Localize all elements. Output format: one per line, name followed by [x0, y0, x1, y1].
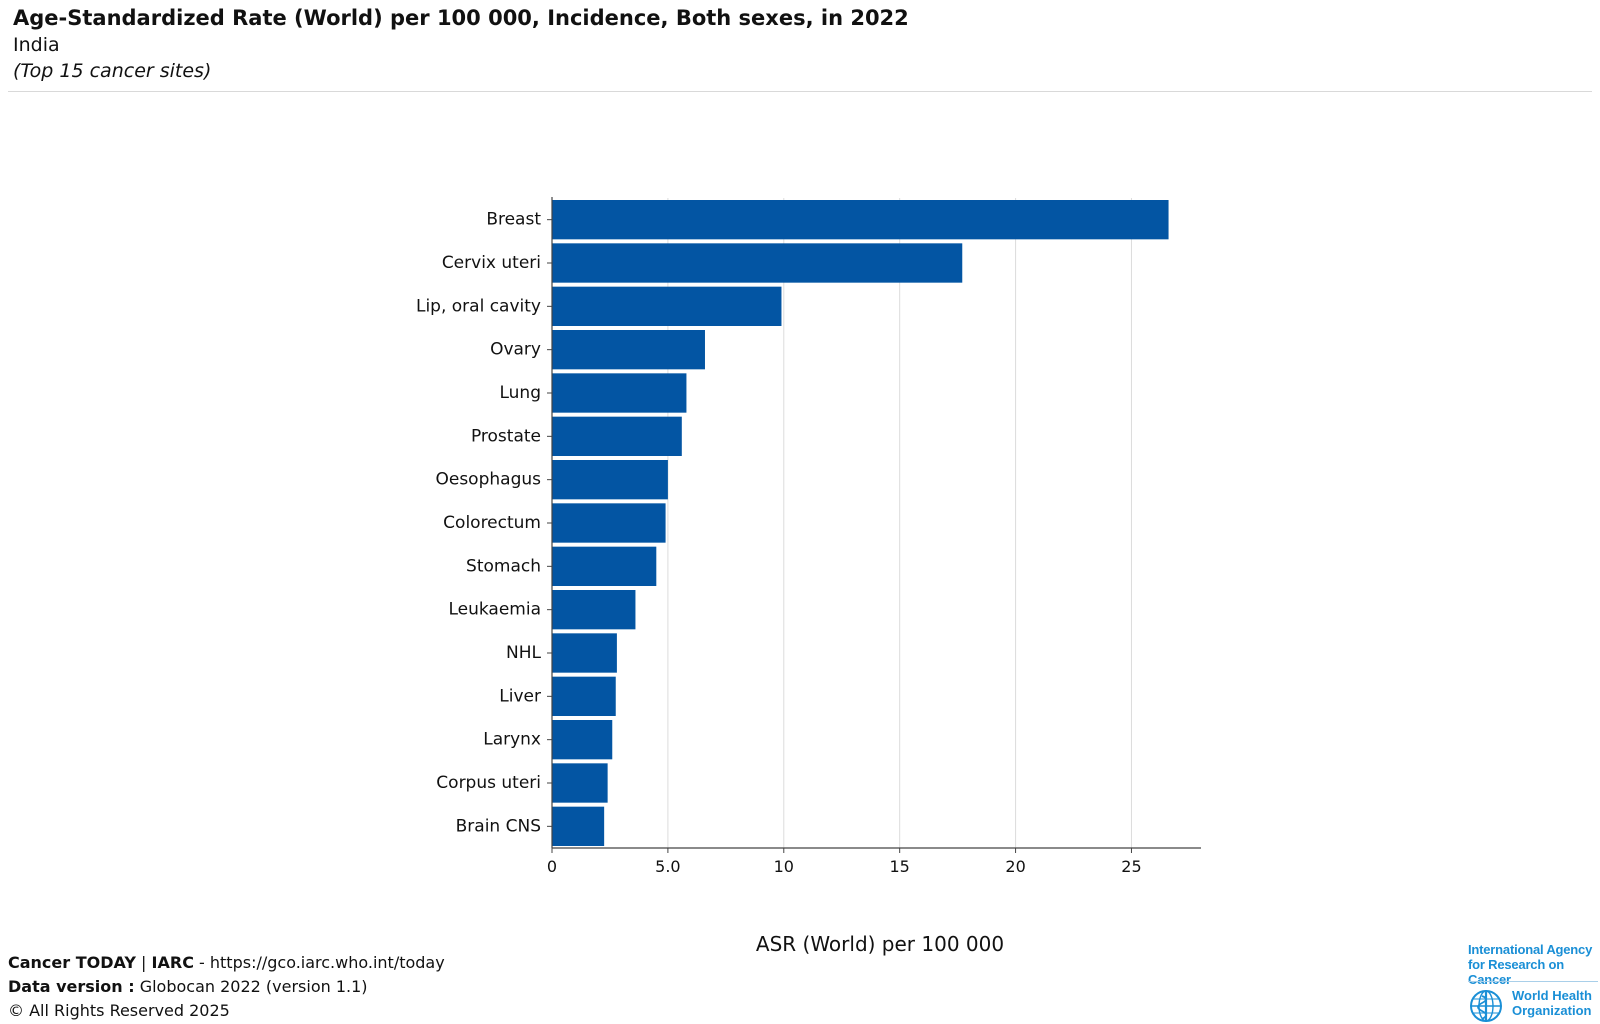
category-label-1: Cervix uteri — [442, 253, 541, 273]
footer-copyright: © All Rights Reserved 2025 — [8, 1001, 230, 1020]
chart-title: Age-Standardized Rate (World) per 100 00… — [13, 6, 909, 30]
bar-14 — [552, 806, 605, 846]
chart-note: (Top 15 cancer sites) — [13, 60, 212, 82]
logos: International Agency for Research on Can… — [1468, 942, 1600, 1022]
who-emblem-icon — [1470, 990, 1502, 1022]
bar-12 — [552, 720, 613, 760]
footer-version-value: Globocan 2022 (version 1.1) — [134, 977, 368, 996]
tick-labels: 0 5.0 10 15 20 25 — [547, 857, 1142, 876]
bar-7 — [552, 503, 666, 543]
who-logo-text: World Health Organization — [1512, 988, 1592, 1018]
category-label-4: Lung — [499, 383, 541, 403]
bar-6 — [552, 460, 668, 500]
footer-separator: | — [135, 953, 152, 972]
category-label-5: Prostate — [471, 426, 541, 446]
category-label-13: Corpus uteri — [436, 773, 541, 793]
category-label-8: Stomach — [466, 556, 541, 576]
bar-8 — [552, 546, 657, 586]
category-label-6: Oesophagus — [435, 470, 541, 490]
category-label-12: Larynx — [483, 730, 541, 750]
x-tick-label-1: 5.0 — [655, 857, 680, 876]
footer-url: - https://gco.iarc.who.int/today — [193, 953, 445, 972]
header-divider — [8, 91, 1592, 92]
x-axis-title: ASR (World) per 100 000 — [755, 932, 1005, 956]
x-tick-label-3: 15 — [889, 857, 909, 876]
category-label-10: NHL — [506, 643, 542, 663]
bar-13 — [552, 763, 608, 803]
footer-brand: Cancer TODAY — [8, 953, 136, 972]
bar-11 — [552, 676, 616, 716]
category-label-2: Lip, oral cavity — [416, 296, 541, 316]
category-label-0: Breast — [486, 210, 541, 230]
x-tick-label-0: 0 — [547, 857, 557, 876]
chart-subtitle: India — [13, 34, 60, 56]
logo-divider — [1468, 981, 1598, 982]
who-logo-line1: World Health — [1512, 988, 1592, 1003]
iarc-logo-line1: International Agency — [1468, 942, 1593, 957]
category-label-9: Leukaemia — [448, 600, 541, 620]
x-tick-label-5: 25 — [1121, 857, 1141, 876]
bar-9 — [552, 590, 636, 630]
category-label-3: Ovary — [490, 340, 541, 360]
who-logo-line2: Organization — [1512, 1003, 1592, 1018]
bar-2 — [552, 286, 782, 326]
footer-version: Data version : Globocan 2022 (version 1.… — [8, 975, 445, 999]
category-labels: Breast Cervix uteri Lip, oral cavity Ovary L… — [416, 210, 542, 837]
category-label-14: Brain CNS — [456, 816, 541, 836]
iarc-logo: International Agency for Research on Can… — [1468, 942, 1600, 987]
bars — [552, 200, 1169, 846]
footer: Cancer TODAY | IARC - https://gco.iarc.w… — [8, 951, 445, 1023]
iarc-logo-line2: for Research on Cancer — [1468, 957, 1564, 987]
x-tick-label-4: 20 — [1005, 857, 1025, 876]
bar-0 — [552, 200, 1169, 240]
footer-org: IARC — [151, 953, 194, 972]
bar-1 — [552, 243, 963, 283]
bar-10 — [552, 633, 617, 673]
axes — [547, 197, 1201, 853]
x-tick-label-2: 10 — [774, 857, 794, 876]
footer-version-label: Data version : — [8, 977, 135, 996]
who-logo: World Health Organization — [1468, 988, 1600, 1024]
bar-4 — [552, 373, 687, 413]
bar-5 — [552, 416, 682, 456]
footer-source: Cancer TODAY | IARC - https://gco.iarc.w… — [8, 951, 445, 975]
chart-header: Age-Standardized Rate (World) per 100 00… — [13, 4, 1593, 84]
bar-3 — [552, 330, 705, 370]
grid-lines — [667, 198, 1132, 848]
category-label-7: Colorectum — [443, 513, 541, 533]
category-label-11: Liver — [499, 686, 541, 706]
